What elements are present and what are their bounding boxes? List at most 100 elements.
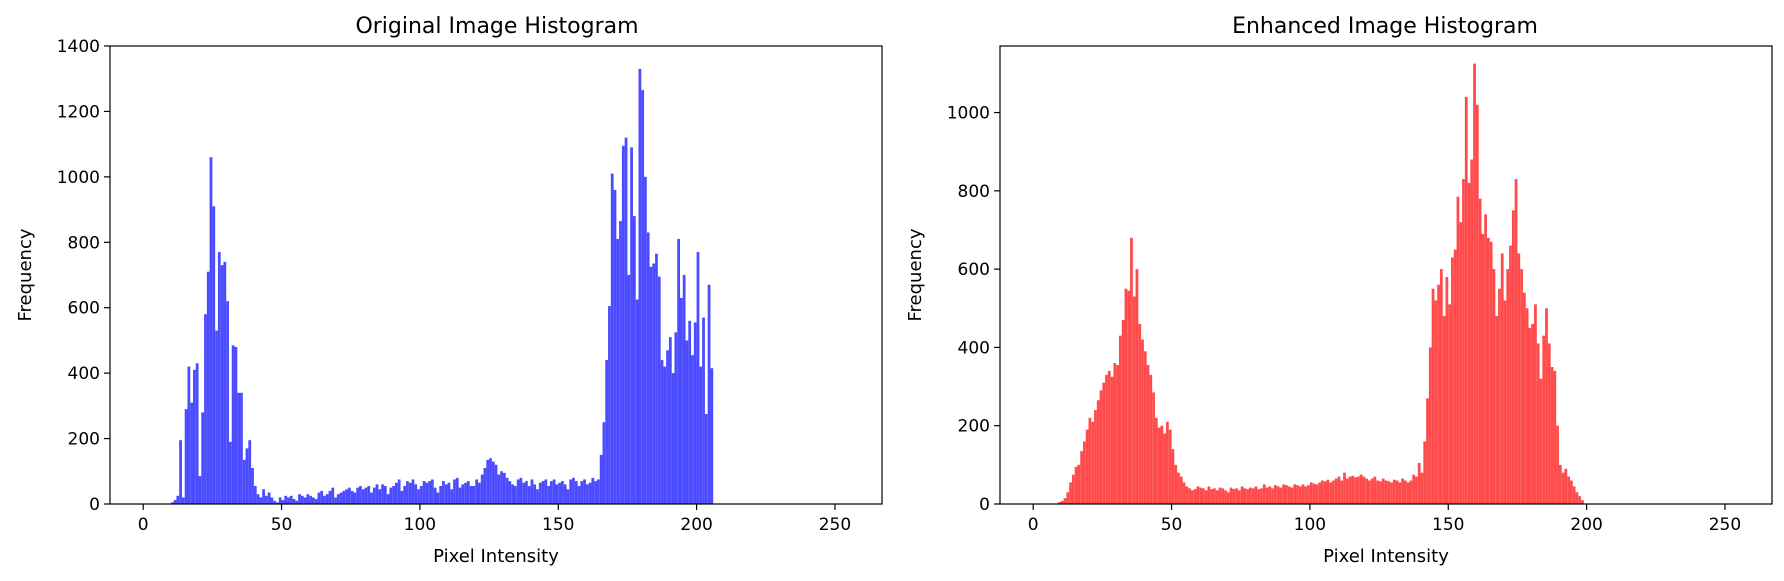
enhanced-bar bbox=[1448, 304, 1452, 504]
original-bar bbox=[693, 322, 697, 504]
original-bar bbox=[489, 458, 492, 504]
original-bar bbox=[638, 68, 642, 505]
original-bar bbox=[353, 492, 357, 504]
enhanced-bar bbox=[1107, 370, 1111, 504]
enhanced-bar bbox=[1121, 320, 1125, 504]
original-bar bbox=[627, 275, 631, 504]
enhanced-bar bbox=[1500, 253, 1504, 504]
enhanced-bar bbox=[1260, 488, 1263, 504]
original-x-tick-label: 250 bbox=[819, 515, 851, 535]
original-bar bbox=[386, 494, 390, 504]
original-bar bbox=[342, 490, 346, 504]
original-bar bbox=[331, 487, 335, 504]
original-bar bbox=[561, 481, 564, 504]
original-y-tick-label: 400 bbox=[68, 364, 100, 384]
enhanced-bar bbox=[1268, 486, 1272, 504]
enhanced-bar bbox=[1323, 481, 1327, 504]
enhanced-bar bbox=[1503, 300, 1507, 504]
original-bar bbox=[195, 363, 199, 504]
original-bar bbox=[173, 500, 177, 504]
original-bar bbox=[447, 482, 451, 504]
original-bar bbox=[204, 314, 207, 504]
enhanced-bar bbox=[1249, 487, 1252, 504]
original-bar bbox=[320, 490, 324, 504]
enhanced-bar bbox=[1058, 502, 1061, 504]
enhanced-bar bbox=[1498, 288, 1501, 504]
enhanced-bar bbox=[1470, 159, 1474, 504]
original-bar bbox=[605, 360, 609, 504]
enhanced-bar bbox=[1091, 421, 1095, 504]
enhanced-bar bbox=[1215, 490, 1219, 504]
enhanced-bar bbox=[1337, 476, 1341, 504]
original-bar bbox=[688, 320, 692, 504]
original-bar bbox=[630, 147, 633, 504]
original-bar bbox=[228, 441, 232, 504]
original-bar bbox=[281, 500, 285, 504]
enhanced-bar bbox=[1553, 370, 1557, 504]
enhanced-bar bbox=[1179, 476, 1183, 504]
original-bar bbox=[646, 232, 650, 504]
original-bar bbox=[325, 494, 329, 504]
original-bar bbox=[594, 481, 597, 504]
original-bar bbox=[223, 261, 227, 504]
original-bar bbox=[649, 266, 653, 504]
enhanced-bar bbox=[1304, 486, 1308, 504]
original-bar bbox=[583, 479, 586, 504]
enhanced-bar bbox=[1384, 480, 1388, 504]
original-chart-title: Original Image Histogram bbox=[355, 14, 638, 39]
original-bar bbox=[356, 487, 360, 504]
original-bar bbox=[392, 486, 396, 504]
enhanced-bar bbox=[1423, 441, 1427, 504]
original-bar bbox=[475, 479, 479, 504]
enhanced-bar bbox=[1398, 482, 1402, 504]
original-histogram-bars bbox=[170, 68, 714, 505]
original-bar bbox=[408, 482, 412, 504]
enhanced-bar bbox=[1381, 478, 1385, 504]
enhanced-bar bbox=[1152, 392, 1155, 504]
enhanced-bar bbox=[1359, 474, 1363, 504]
original-bar bbox=[599, 454, 603, 504]
enhanced-bar bbox=[1174, 464, 1178, 504]
original-bar bbox=[505, 477, 509, 504]
enhanced-bar bbox=[1116, 365, 1119, 504]
original-bar bbox=[458, 487, 462, 504]
enhanced-y-tick-label: 400 bbox=[958, 338, 990, 358]
original-bar bbox=[536, 489, 539, 504]
enhanced-bar bbox=[1143, 351, 1147, 504]
original-bar bbox=[206, 271, 210, 504]
original-bar bbox=[522, 482, 526, 504]
enhanced-bar bbox=[1409, 480, 1413, 504]
original-bar bbox=[375, 484, 379, 504]
enhanced-bar bbox=[1113, 363, 1117, 504]
enhanced-bar bbox=[1547, 343, 1551, 504]
enhanced-bar bbox=[1193, 489, 1197, 504]
enhanced-bar bbox=[1417, 462, 1421, 504]
enhanced-bar bbox=[1428, 347, 1432, 504]
enhanced-bar bbox=[1514, 179, 1518, 504]
original-bar bbox=[264, 495, 268, 504]
enhanced-bar bbox=[1276, 486, 1280, 504]
original-bar bbox=[370, 492, 373, 504]
original-bar bbox=[303, 497, 307, 504]
enhanced-bar bbox=[1102, 382, 1106, 504]
original-bar bbox=[198, 476, 202, 504]
original-x-tick-label: 200 bbox=[680, 515, 712, 535]
enhanced-bar bbox=[1420, 472, 1424, 504]
enhanced-bar bbox=[1110, 376, 1114, 504]
original-bar bbox=[453, 479, 456, 504]
enhanced-bar bbox=[1257, 489, 1261, 504]
enhanced-bar bbox=[1141, 339, 1144, 504]
enhanced-bar bbox=[1290, 487, 1294, 504]
enhanced-bar bbox=[1539, 378, 1543, 504]
original-bar bbox=[613, 189, 617, 504]
enhanced-bar bbox=[1373, 476, 1377, 504]
original-bar bbox=[383, 486, 387, 504]
original-bar bbox=[657, 276, 661, 504]
original-bar bbox=[317, 492, 321, 504]
enhanced-y-tick-label: 1000 bbox=[947, 104, 990, 124]
enhanced-bar bbox=[1531, 323, 1535, 504]
original-bar bbox=[276, 502, 279, 504]
original-bar bbox=[253, 486, 257, 504]
enhanced-x-tick-label: 100 bbox=[1294, 515, 1326, 535]
enhanced-bar bbox=[1315, 484, 1319, 504]
